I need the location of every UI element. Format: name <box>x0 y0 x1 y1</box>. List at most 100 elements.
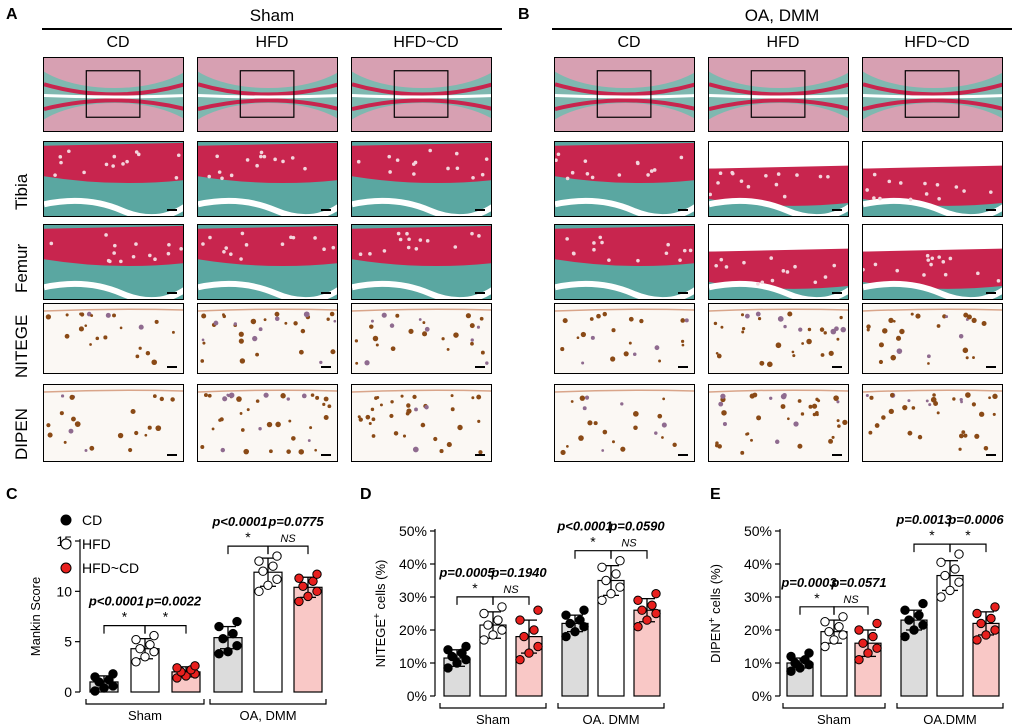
tile-overview-oa-hfdcd <box>862 57 1003 132</box>
p-value-label: p<0.0001 <box>211 514 267 529</box>
significance-bracket <box>492 596 530 605</box>
tile-nitege-oa-cd <box>554 303 695 374</box>
y-axis-title: NITEGE+ cells (%) <box>372 560 388 668</box>
data-point <box>838 612 848 622</box>
significance-bracket <box>103 625 146 634</box>
data-point <box>611 569 621 579</box>
data-point <box>529 625 539 635</box>
tile-nitege-sham-cd <box>43 303 184 374</box>
significance-mark: * <box>929 527 935 543</box>
data-point <box>990 602 1000 612</box>
tile-tibia-oa-cd <box>554 141 695 217</box>
data-point <box>918 620 928 630</box>
tile-femur-oa-hfdcd <box>862 224 1003 300</box>
group-label: Sham <box>128 708 162 723</box>
data-point <box>820 617 830 627</box>
row-label-femur: Femur <box>12 243 31 293</box>
y-tick-label: 50% <box>744 523 772 539</box>
y-tick-label: 40% <box>399 556 427 572</box>
tile-dipen-oa-hfd <box>708 384 849 462</box>
data-point <box>900 605 910 615</box>
data-point <box>936 592 946 602</box>
data-point <box>149 630 159 641</box>
tile-overview-sham-cd <box>43 57 184 132</box>
data-point <box>497 625 507 635</box>
p-value-label: p=0.0775 <box>267 514 324 529</box>
data-point <box>294 596 304 607</box>
data-point <box>651 608 661 619</box>
dipen-cells-chart: 0%10%20%30%40%50%DIPEN+ cells (%) *p=0.00… <box>707 512 1004 724</box>
legend-marker <box>60 514 72 526</box>
group-underline-oa <box>552 28 1012 30</box>
data-point <box>972 635 982 645</box>
data-point <box>443 663 453 673</box>
data-point <box>863 648 873 658</box>
panel-label-b: B <box>518 6 530 23</box>
data-point <box>565 618 575 629</box>
data-point <box>904 615 914 625</box>
nitege-cells-chart: 0%10%20%30%40%50%NITEGE+ cells (%) *p=0.0… <box>372 519 665 724</box>
y-axis-title: DIPEN+ cells (%) <box>707 564 723 663</box>
significance-mark: * <box>965 527 971 543</box>
panel-label-a: A <box>6 6 18 23</box>
data-point <box>637 605 647 615</box>
significance-bracket <box>227 545 269 555</box>
data-point <box>294 573 304 583</box>
data-point <box>606 589 616 599</box>
y-tick-label: 0% <box>407 688 427 704</box>
mankin-score-chart: 051015Mankin Score*p<0.0001*p=0.0022*p<0… <box>28 512 327 723</box>
data-point <box>615 556 625 566</box>
data-point <box>642 615 652 625</box>
tile-overview-oa-hfd <box>708 57 849 132</box>
col-label-hfd-b: HFD <box>766 34 800 51</box>
data-point <box>519 631 529 642</box>
data-point <box>820 641 830 652</box>
p-value-label: p=0.0013 <box>895 512 952 527</box>
tile-nitege-sham-hfdcd <box>351 303 492 374</box>
y-tick-label: 10% <box>744 655 772 671</box>
p-value-label: p=0.0590 <box>608 519 665 534</box>
data-point <box>786 651 796 662</box>
data-point <box>533 641 543 652</box>
data-point <box>990 625 1000 635</box>
row-label-nitege: NITEGE <box>12 314 31 378</box>
data-point <box>232 616 242 627</box>
data-point <box>909 625 919 635</box>
y-tick-label: 20% <box>399 622 427 638</box>
data-point <box>479 635 489 645</box>
p-value-label: p<0.0001 <box>88 594 144 609</box>
data-point <box>268 561 278 571</box>
group-label: Sham <box>817 712 851 724</box>
data-point <box>131 657 141 667</box>
tile-nitege-oa-hfdcd <box>862 303 1003 374</box>
group-bracket <box>896 703 1004 709</box>
data-point <box>135 644 145 654</box>
data-point <box>633 595 643 606</box>
group-title-oa: OA, DMM <box>744 6 820 25</box>
data-point <box>936 557 946 568</box>
data-point <box>223 647 233 657</box>
significance-mark: * <box>814 590 820 606</box>
data-point <box>228 628 238 639</box>
p-value-label: p=0.0006 <box>947 512 1004 527</box>
data-point <box>900 631 910 642</box>
data-point <box>570 626 580 637</box>
tile-femur-sham-hfdcd <box>351 224 492 300</box>
tile-femur-sham-hfd <box>197 224 338 300</box>
significance-bracket <box>144 625 187 634</box>
significance-mark: * <box>245 529 251 545</box>
tile-dipen-sham-cd <box>43 384 184 462</box>
data-point <box>854 655 864 665</box>
significance-mark: NS <box>503 584 519 596</box>
data-point <box>90 672 100 682</box>
data-point <box>149 647 159 657</box>
data-point <box>579 605 589 615</box>
group-bracket <box>557 703 665 709</box>
y-tick-label: 50% <box>399 523 427 539</box>
tile-dipen-oa-hfdcd <box>862 384 1003 462</box>
p-value-label: p=0.0005 <box>438 565 495 580</box>
col-label-hfd-a: HFD <box>255 34 289 51</box>
y-tick-label: 10 <box>56 583 72 599</box>
data-point <box>533 605 543 615</box>
panel-label-c: C <box>6 486 18 503</box>
